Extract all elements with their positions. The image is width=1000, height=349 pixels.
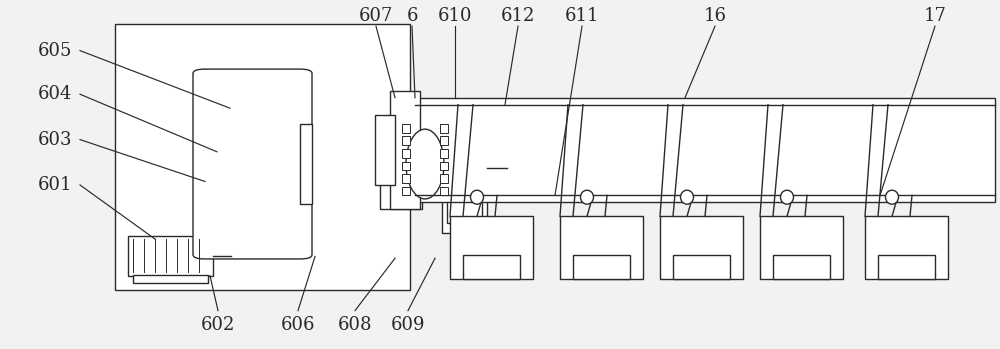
Bar xyxy=(390,91,420,209)
Bar xyxy=(440,136,448,145)
Bar xyxy=(447,177,482,223)
Text: 17: 17 xyxy=(924,7,946,25)
Bar xyxy=(440,149,448,158)
Bar xyxy=(402,174,410,183)
Bar xyxy=(415,98,995,202)
Ellipse shape xyxy=(780,190,794,204)
FancyBboxPatch shape xyxy=(193,69,312,259)
Bar xyxy=(865,216,948,279)
Ellipse shape xyxy=(886,190,898,204)
Text: 605: 605 xyxy=(38,42,72,60)
Bar xyxy=(442,102,487,233)
Bar xyxy=(773,255,830,279)
Text: 601: 601 xyxy=(38,176,72,194)
Bar xyxy=(115,24,410,290)
Bar xyxy=(440,124,448,133)
Text: 606: 606 xyxy=(281,315,315,334)
Bar xyxy=(447,116,482,161)
Bar xyxy=(440,162,448,170)
Text: 611: 611 xyxy=(565,7,599,25)
Bar xyxy=(402,149,410,158)
Ellipse shape xyxy=(406,129,444,199)
Bar xyxy=(463,255,520,279)
Bar xyxy=(673,255,730,279)
Text: 604: 604 xyxy=(38,85,72,103)
Bar xyxy=(440,174,448,183)
Bar xyxy=(402,187,410,195)
Bar xyxy=(573,255,630,279)
Text: 602: 602 xyxy=(201,315,235,334)
Text: 608: 608 xyxy=(338,315,372,334)
Bar xyxy=(402,162,410,170)
Text: 16: 16 xyxy=(704,7,726,25)
Bar xyxy=(380,119,422,209)
Ellipse shape xyxy=(580,190,594,204)
Text: 610: 610 xyxy=(438,7,472,25)
Bar xyxy=(450,216,533,279)
Bar xyxy=(375,115,395,185)
Text: 609: 609 xyxy=(391,315,425,334)
Bar xyxy=(133,275,208,283)
Text: 607: 607 xyxy=(359,7,393,25)
Bar xyxy=(300,124,312,204)
Bar xyxy=(560,216,643,279)
Ellipse shape xyxy=(470,190,484,204)
Text: 612: 612 xyxy=(501,7,535,25)
Bar xyxy=(402,136,410,145)
Text: 6: 6 xyxy=(406,7,418,25)
Ellipse shape xyxy=(680,190,694,204)
Bar xyxy=(660,216,743,279)
Bar xyxy=(760,216,843,279)
Bar xyxy=(440,187,448,195)
Bar xyxy=(128,236,213,276)
Text: 603: 603 xyxy=(38,131,72,149)
Bar xyxy=(402,124,410,133)
Bar xyxy=(878,255,935,279)
